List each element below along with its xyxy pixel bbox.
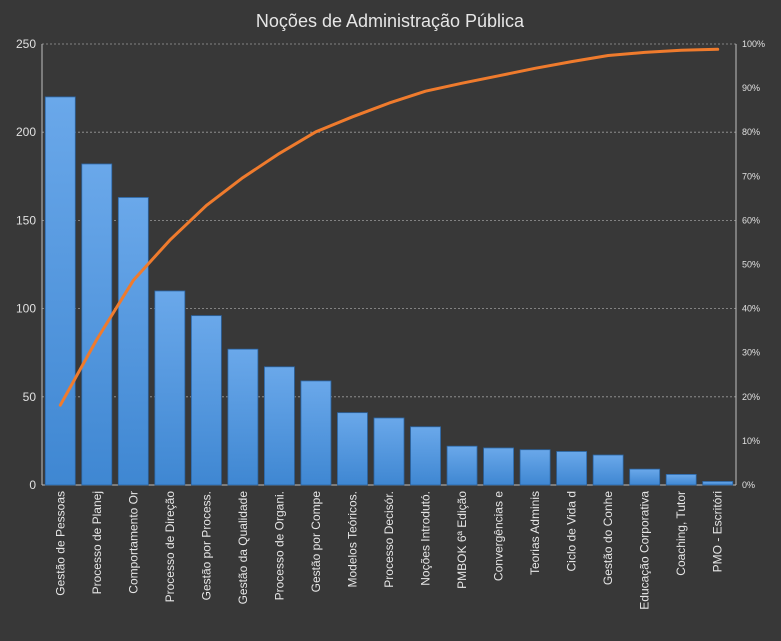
x-tick-label: Noções Introdutó. — [419, 491, 433, 586]
y-tick-label: 100 — [16, 302, 36, 316]
y2-tick-label: 80% — [742, 127, 760, 137]
x-tick-label: Ciclo de Vida d — [565, 491, 579, 572]
x-tick-label: Gestão do Conhe — [601, 491, 615, 585]
y2-tick-label: 30% — [742, 348, 760, 358]
bar — [337, 412, 368, 486]
y2-tick-label: 60% — [742, 215, 760, 225]
bar — [373, 417, 405, 486]
bar — [629, 468, 661, 486]
bar — [556, 451, 588, 486]
y2-tick-label: 20% — [742, 392, 760, 402]
x-tick-label: Convergências e — [492, 491, 506, 581]
y-tick-label: 50 — [23, 390, 37, 404]
y-tick-label: 150 — [16, 213, 36, 227]
x-tick-label: Processo de Organi. — [272, 491, 286, 600]
x-tick-label: Gestão da Qualidade — [236, 491, 250, 605]
bar — [227, 348, 259, 486]
x-tick-label: Educação Corporativa — [638, 491, 652, 610]
y2-tick-label: 90% — [742, 83, 760, 93]
y-tick-label: 0 — [29, 478, 36, 492]
x-tick-label: Gestão por Compe — [309, 491, 323, 593]
y2-tick-label: 50% — [742, 260, 760, 270]
y2-tick-label: 100% — [742, 39, 765, 49]
x-tick-label: PMBOK 6ª Edição — [455, 491, 469, 589]
bar — [154, 290, 186, 486]
bar — [592, 454, 624, 486]
x-tick-label: Processo de Direção — [163, 491, 177, 603]
bar — [410, 426, 441, 486]
bar — [702, 481, 734, 486]
cumulative-line — [58, 47, 720, 407]
x-tick-label: Comportamento Or — [126, 491, 140, 594]
y2-tick-label: 0% — [742, 480, 755, 490]
x-tick-label: Teorias Adminis — [528, 491, 542, 575]
y2-tick-label: 40% — [742, 304, 760, 314]
y2-tick-label: 70% — [742, 171, 760, 181]
y-tick-label: 250 — [16, 37, 36, 51]
y2-tick-label: 10% — [742, 436, 760, 446]
bar — [117, 197, 149, 486]
bar — [483, 447, 514, 486]
x-tick-label: Processo Decisór. — [382, 491, 396, 588]
x-tick-label: Gestão de Pessoas — [53, 491, 67, 596]
x-tick-label: Gestão por Process. — [199, 491, 213, 600]
bar — [446, 445, 478, 486]
bar — [519, 449, 551, 486]
x-tick-label: Modelos Teóricos. — [345, 491, 359, 588]
y-tick-label: 200 — [16, 125, 36, 139]
chart-title: Noções de Administração Pública — [256, 11, 525, 31]
x-tick-label: Coaching, Tutor — [674, 491, 688, 576]
bar — [190, 315, 222, 486]
x-tick-label: PMO - Escritóri — [711, 491, 725, 572]
bar — [44, 96, 76, 486]
bar — [665, 474, 697, 486]
bar — [264, 366, 295, 486]
bar — [300, 380, 332, 486]
x-tick-label: Processo de Planej — [90, 491, 104, 594]
